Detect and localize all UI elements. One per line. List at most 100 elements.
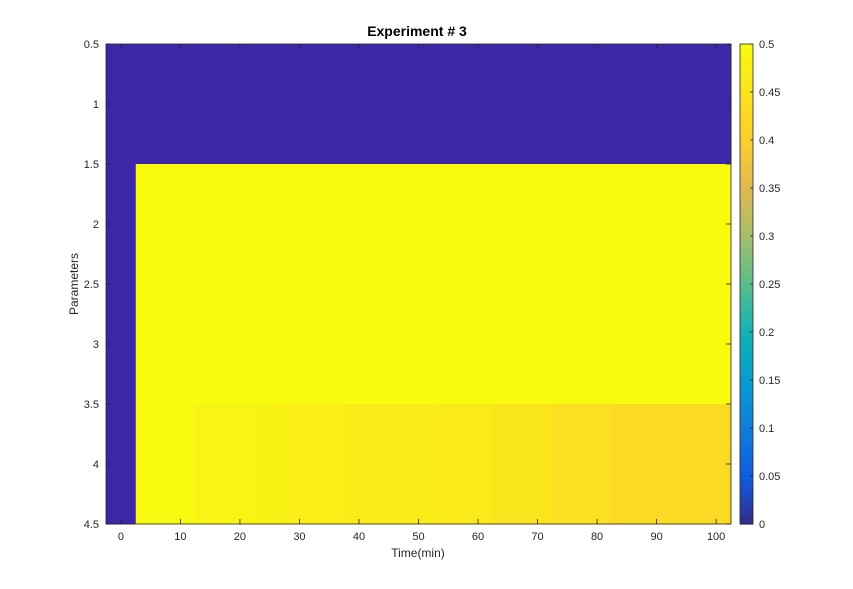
chart-title: Experiment # 3	[367, 23, 467, 39]
colorbar-segment	[740, 501, 753, 510]
colorbar-segment	[740, 231, 753, 240]
colorbar-tick-label: 0.5	[759, 39, 774, 51]
colorbar-tick-label: 0.35	[759, 183, 780, 195]
x-tick-label: 20	[234, 531, 246, 543]
colorbar-segment	[740, 434, 753, 443]
y-axis-label: Parameters	[67, 253, 81, 315]
x-tick-label: 90	[650, 531, 662, 543]
plot-area	[105, 43, 732, 525]
colorbar-tick-label: 0.3	[759, 231, 774, 243]
colorbar-segment	[740, 216, 753, 225]
heatmap-cell	[195, 44, 256, 165]
heatmap-cell	[284, 284, 345, 405]
y-tick-label: 3.5	[84, 399, 99, 411]
colorbar-segment	[740, 494, 753, 503]
colorbar-segment	[740, 201, 753, 210]
heatmap-cell	[284, 164, 345, 285]
heatmap-cell	[254, 284, 286, 405]
colorbar-segment	[740, 306, 753, 315]
colorbar-tick-label: 0.4	[759, 135, 774, 147]
y-tick-label: 4.5	[84, 519, 99, 531]
colorbar-segment	[740, 479, 753, 488]
colorbar-segment	[740, 126, 753, 135]
x-tick-label: 60	[472, 531, 484, 543]
y-tick-label: 2.5	[84, 279, 99, 291]
colorbar-tick-label: 0.25	[759, 279, 780, 291]
colorbar-tick-label: 0.1	[759, 423, 774, 435]
colorbar-segment	[740, 186, 753, 195]
colorbar-segment	[740, 321, 753, 330]
colorbar-segment	[740, 149, 753, 158]
heatmap-cell	[552, 284, 613, 405]
heatmap-cell	[106, 44, 137, 165]
heatmap-cell	[344, 404, 434, 525]
x-tick-label: 70	[531, 531, 543, 543]
x-tick-label: 50	[412, 531, 424, 543]
colorbar-segment	[740, 404, 753, 413]
colorbar-segment	[740, 419, 753, 428]
x-tick-label: 80	[591, 531, 603, 543]
colorbar-segment	[740, 104, 753, 113]
colorbar-tick-label: 0.2	[759, 327, 774, 339]
colorbar-segment	[740, 389, 753, 398]
heatmap-cell	[195, 404, 256, 525]
colorbar-segment	[740, 291, 753, 300]
x-tick-label: 0	[118, 531, 124, 543]
heatmap-cell	[492, 44, 553, 165]
y-tick-label: 1.5	[84, 159, 99, 171]
colorbar-segment	[740, 374, 753, 383]
heatmap-cell	[611, 164, 732, 285]
colorbar-segment	[740, 239, 753, 248]
colorbar-segment	[740, 449, 753, 458]
colorbar-tick-label: 0	[759, 519, 765, 531]
heatmap-cell	[195, 284, 256, 405]
colorbar-segment	[740, 164, 753, 173]
colorbar-segment	[740, 246, 753, 255]
colorbar-segment	[740, 426, 753, 435]
colorbar-segment	[740, 254, 753, 263]
colorbar-segment	[740, 209, 753, 218]
colorbar-segment	[740, 51, 753, 60]
colorbar-segment	[740, 261, 753, 270]
heatmap-cell	[433, 404, 494, 525]
colorbar-segment	[740, 351, 753, 360]
heatmap-cell	[611, 284, 732, 405]
x-axis: 0 10 20 30 40 50 60 70 80 90 100	[118, 44, 725, 543]
colorbar-segment	[740, 396, 753, 405]
heatmap-cell	[284, 404, 345, 525]
colorbar-segment	[740, 366, 753, 375]
heatmap-cell	[106, 284, 137, 405]
colorbar-segment	[740, 269, 753, 278]
heatmap-cell	[254, 44, 286, 165]
colorbar-segment	[740, 359, 753, 368]
heatmap-cell	[284, 44, 345, 165]
heatmap-cell	[344, 44, 434, 165]
colorbar-segment	[740, 224, 753, 233]
heatmap-cell	[611, 404, 732, 525]
heatmap-cell	[195, 164, 256, 285]
heatmap-cell	[492, 164, 553, 285]
colorbar-tick-label: 0.45	[759, 87, 780, 99]
heatmap-cell	[611, 44, 732, 165]
heatmap-cell	[135, 164, 196, 285]
x-tick-label: 30	[293, 531, 305, 543]
heatmap-cell	[135, 284, 196, 405]
colorbar-segment	[740, 329, 753, 338]
colorbar-segment	[740, 44, 753, 53]
heatmap-cell	[433, 44, 494, 165]
colorbar-segment	[740, 509, 753, 518]
colorbar-segment	[740, 314, 753, 323]
colorbar-segment	[740, 171, 753, 180]
colorbar-segment	[740, 441, 753, 450]
colorbar-segment	[740, 89, 753, 98]
colorbar-segment	[740, 74, 753, 83]
colorbar-segment	[740, 276, 753, 285]
heatmap-cell	[552, 44, 613, 165]
colorbar-segment	[740, 156, 753, 165]
heatmap-cell	[492, 284, 553, 405]
colorbar-segment	[740, 336, 753, 345]
heatmap-cell	[254, 404, 286, 525]
colorbar: 0 0.05 0.1 0.15 0.2 0.25 0.3 0.35 0.4 0.45 0.5	[739, 39, 780, 531]
heatmap-cell	[106, 404, 137, 525]
heatmap-cell	[254, 164, 286, 285]
